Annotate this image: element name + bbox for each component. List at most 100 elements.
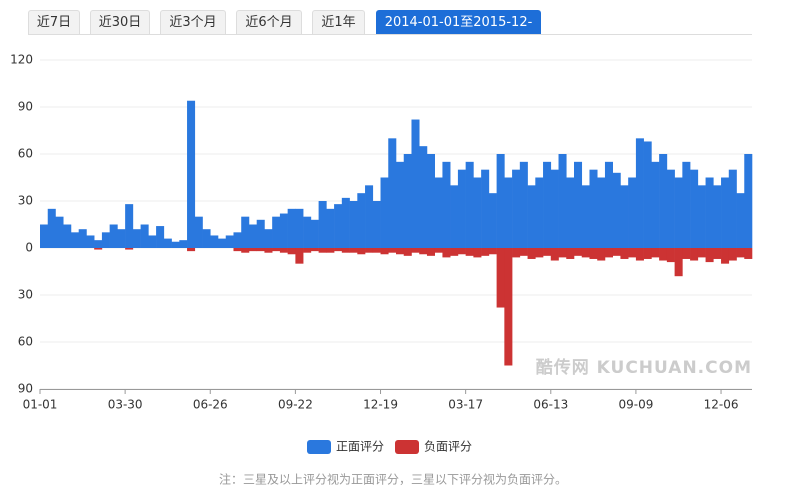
- bar: [721, 177, 730, 248]
- tab[interactable]: 2014-01-01至2015-12-31: [376, 10, 541, 54]
- bar: [519, 248, 528, 256]
- bar: [504, 248, 513, 366]
- legend-label: 正面评分: [336, 440, 384, 454]
- bar: [279, 213, 288, 248]
- bar: [612, 248, 621, 256]
- bar: [403, 154, 412, 248]
- bar: [388, 248, 397, 253]
- bar: [620, 185, 629, 248]
- tab[interactable]: 近7日: [28, 10, 80, 34]
- bar: [450, 185, 459, 248]
- bar: [310, 219, 319, 248]
- bar: [543, 248, 552, 256]
- y-tick-label: 0: [25, 241, 33, 255]
- bar: [365, 248, 374, 253]
- bar: [465, 248, 474, 256]
- y-tick-label: 60: [18, 335, 33, 349]
- bar: [341, 248, 350, 253]
- bar: [163, 238, 172, 248]
- bar: [426, 154, 435, 248]
- bar: [117, 229, 126, 248]
- footnote: 注：三星及以上评分视为正面评分，三星以下评分视为负面评分。: [219, 472, 567, 487]
- bar: [434, 248, 443, 253]
- bar: [303, 216, 312, 248]
- bar: [156, 226, 165, 248]
- tab-bar: 近7日 近30日 近3个月 近6个月 近1年 2014-01-01至2015-12-31: [0, 0, 786, 54]
- bar: [543, 161, 552, 248]
- bar: [527, 248, 536, 259]
- bar: [396, 161, 405, 248]
- bar: [635, 138, 644, 248]
- bar: [465, 161, 474, 248]
- bar: [179, 240, 188, 248]
- bar: [187, 100, 196, 248]
- bar: [744, 154, 753, 248]
- bar: [512, 248, 521, 258]
- bar: [728, 248, 737, 261]
- bar: [713, 185, 722, 248]
- bar: [40, 224, 49, 248]
- bar: [628, 177, 637, 248]
- bar: [256, 248, 265, 252]
- bar: [527, 185, 536, 248]
- bar: [287, 208, 296, 248]
- bar: [295, 208, 304, 248]
- bar: [341, 197, 350, 248]
- bar: [488, 248, 497, 255]
- bar: [659, 154, 668, 248]
- bar: [674, 177, 683, 248]
- bar: [481, 169, 490, 248]
- bar: [690, 169, 699, 248]
- bar: [457, 248, 466, 255]
- bar: [581, 248, 590, 258]
- y-tick-label: 30: [18, 288, 33, 302]
- bar: [125, 248, 134, 250]
- bar: [736, 248, 745, 258]
- bar: [132, 229, 141, 248]
- bar: [550, 248, 559, 261]
- bar: [535, 177, 544, 248]
- bar: [496, 154, 505, 248]
- plot-area: 90 60 30 0 30 60 90 120 01-01 03-30 06-26 09-22 12-1…: [10, 53, 753, 412]
- bar: [101, 232, 110, 248]
- bar: [109, 224, 118, 248]
- bar: [674, 248, 683, 277]
- bar: [574, 161, 583, 248]
- bar: [349, 248, 358, 253]
- bar: [690, 248, 699, 261]
- bar: [597, 248, 606, 261]
- bar: [55, 216, 64, 248]
- bar: [326, 208, 335, 248]
- bar: [380, 177, 389, 248]
- y-tick-label: 30: [18, 194, 33, 208]
- x-tick-label: 12-06: [704, 398, 739, 412]
- tab[interactable]: 近1年: [312, 10, 365, 34]
- x-tick-label: 01-01: [23, 398, 58, 412]
- bar: [411, 119, 420, 249]
- bar: [713, 248, 722, 259]
- bar: [736, 193, 745, 248]
- bar: [504, 177, 513, 248]
- bar: [697, 185, 706, 248]
- bar: [248, 224, 257, 248]
- tab[interactable]: 近3个月: [160, 10, 226, 34]
- tab[interactable]: 近6个月: [236, 10, 302, 34]
- tab[interactable]: 近30日: [90, 10, 150, 34]
- bar: [372, 248, 381, 253]
- bar: [473, 248, 482, 258]
- bar: [256, 219, 265, 248]
- bar: [643, 141, 652, 248]
- bar: [604, 161, 613, 248]
- bar: [620, 248, 629, 259]
- bar: [171, 241, 180, 248]
- bar: [558, 248, 567, 258]
- bar: [434, 177, 443, 248]
- bar: [728, 169, 737, 248]
- bar: [241, 248, 250, 253]
- x-tick-label: 06-26: [193, 398, 228, 412]
- bar: [365, 185, 374, 248]
- bar: [86, 235, 95, 248]
- legend-swatch: [395, 440, 419, 454]
- bar: [721, 248, 730, 264]
